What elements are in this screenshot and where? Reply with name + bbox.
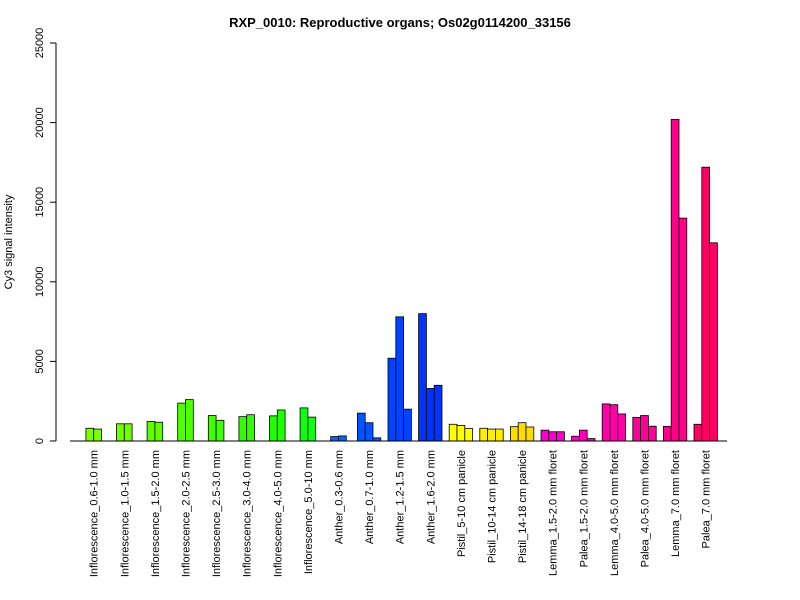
x-category-label: Lemma_1.5-2.0 mm floret [548,450,560,576]
x-category-label: Inflorescence_5.0-10 mm [303,450,315,574]
y-axis-label: Cy3 signal intensity [3,194,15,289]
y-tick-label: 0 [34,438,46,444]
y-tick-label: 25000 [34,28,46,59]
x-axis-labels: Inflorescence_0.6-1.0 mm Inflorescence_1.… [89,450,713,577]
x-category-label: Pistil_5-10 cm panicle [456,450,468,557]
y-tick-label: 5000 [34,349,46,373]
bar [387,357,397,442]
chart-title: RXP_0010: Reproductive organs; Os02g0114… [229,15,571,30]
bar [207,415,217,442]
bar [215,419,225,442]
x-category-label: Anther_1.2-1.5 mm [395,450,407,544]
bar [269,415,278,442]
bar [556,431,565,442]
bar [330,436,339,442]
bar [709,242,718,442]
bar [356,412,366,442]
bar [640,415,649,442]
bar [238,416,248,442]
bar [395,316,404,442]
y-axis: 0 5000 10000 15000 20000 25000 [34,28,57,444]
bar [571,435,580,442]
bar [154,421,164,442]
bar [185,399,194,442]
x-category-label: Palea_4.0-5.0 mm floret [640,450,652,567]
x-category-label: Pistil_10-14 cm panicle [487,450,499,563]
bar [479,427,488,442]
bar [116,423,125,442]
bar [525,426,535,442]
bar [494,428,504,442]
bar [307,416,317,442]
x-category-label: Pistil_14-18 cm panicle [517,450,529,563]
bar [663,425,672,442]
bar [609,404,619,442]
bar [93,428,102,442]
bar [433,384,443,442]
bar [579,429,588,442]
bar [146,421,156,442]
x-category-label: Anther_0.3-0.6 mm [334,450,346,544]
bar [338,435,347,442]
x-category-label: Inflorescence_0.6-1.0 mm [89,450,101,577]
y-tick-label: 10000 [34,267,46,298]
bar [276,409,286,442]
bar [456,424,466,442]
bar [601,403,611,442]
x-category-label: Inflorescence_1.0-1.5 mm [119,450,131,577]
bar [448,423,458,442]
bar [425,388,435,442]
x-category-label: Anther_1.6-2.0 mm [425,450,437,544]
bar [670,119,680,442]
x-category-label: Inflorescence_3.0-4.0 mm [242,450,254,577]
x-category-label: Inflorescence_4.0-5.0 mm [272,450,284,577]
x-category-label: Inflorescence_2.0-2.5 mm [181,450,193,577]
bar [123,423,133,442]
bar [517,422,527,442]
bar [403,408,412,442]
bar [678,217,688,442]
bar [418,313,427,442]
bar [177,402,186,442]
bar [509,426,519,442]
bar [464,428,473,442]
bar [85,427,95,442]
bar [693,423,703,442]
y-tick-label: 20000 [34,107,46,138]
x-category-label: Palea_7.0 mm floret [701,450,713,548]
bar [648,425,657,442]
bar [364,422,374,442]
bar [246,414,255,442]
bar [617,413,626,442]
x-category-label: Inflorescence_1.5-2.0 mm [150,450,162,577]
x-category-label: Lemma_4.0-5.0 mm floret [609,450,621,576]
x-category-label: Inflorescence_2.5-3.0 mm [211,450,223,577]
y-tick-label: 15000 [34,187,46,218]
bar [299,407,309,442]
bars [85,119,718,442]
x-category-label: Palea_1.5-2.0 mm floret [578,450,590,567]
bar [701,166,710,442]
bar [540,429,550,442]
x-category-label: Anther_0.7-1.0 mm [364,450,376,544]
bar [487,428,496,442]
bar [632,417,641,442]
bar [548,431,557,442]
x-category-label: Lemma_7.0 mm floret [670,450,682,557]
